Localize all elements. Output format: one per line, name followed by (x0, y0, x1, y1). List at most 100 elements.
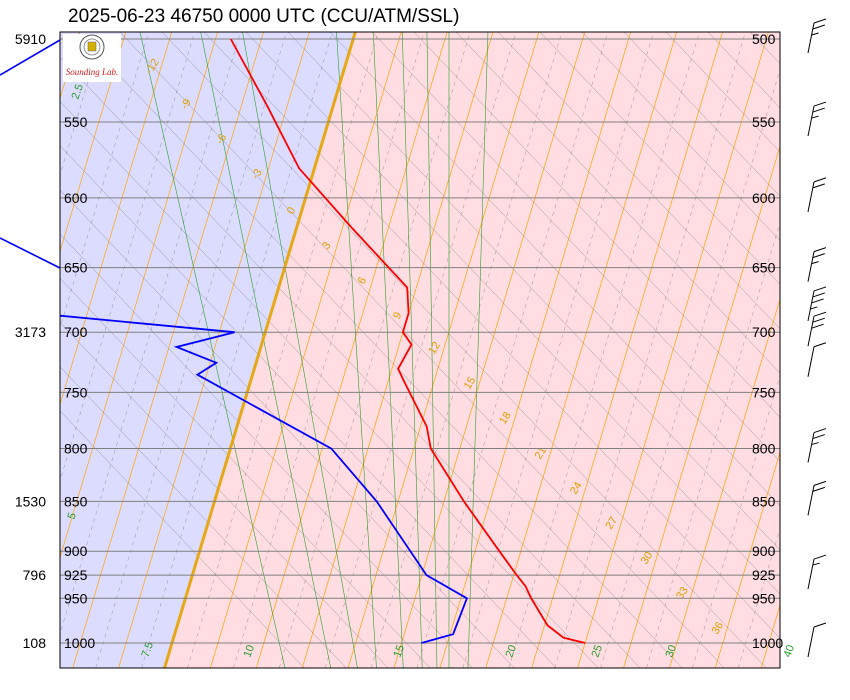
dry-adiabat-line (60, 32, 104, 176)
isotherm-label: 33 (674, 585, 691, 602)
isotherm-label: 9 (391, 310, 404, 322)
wind-barb (807, 480, 827, 516)
isotherm-label: 3 (320, 240, 333, 252)
moist-adiabat-line (77, 32, 683, 668)
pressure-tick-left: 750 (64, 384, 88, 400)
mixing-ratio-labels: 2.557.5 10 15 20 25 30 40 (66, 83, 797, 659)
pressure-tick-right: 500 (752, 31, 776, 47)
dry-adiabat-line (279, 32, 471, 668)
moist-adiabat-line (287, 32, 780, 551)
pressure-tick-right: 900 (752, 543, 776, 559)
height-label: 1530 (15, 493, 46, 509)
isotherm-line (669, 298, 780, 668)
pressure-tick-left: 900 (64, 543, 88, 559)
isotherm-label: 6 (356, 275, 369, 287)
dry-adiabat-line (508, 32, 700, 668)
mixing-ratio-line (372, 32, 404, 668)
moist-adiabat-line (60, 233, 473, 668)
mixing-ratio-line (426, 32, 438, 668)
dry-adiabat-line (462, 32, 654, 668)
dry-adiabat-line (60, 32, 241, 635)
moist-adiabat-line (371, 32, 780, 462)
pressure-tick-left: 700 (64, 324, 88, 340)
pressure-tick-left: 1000 (64, 635, 95, 651)
pressure-tick-right: 950 (752, 590, 776, 606)
mixing-ratio-line (139, 32, 286, 668)
plot-border (59, 31, 781, 669)
isotherm-line (301, 32, 494, 668)
wind-barb (807, 18, 827, 54)
isotherm-line (118, 32, 310, 668)
mixing-ratio-label: 30 (664, 643, 679, 659)
pressure-tick-right: 800 (752, 441, 776, 457)
moist-adiabat-line (119, 32, 725, 668)
isotherm-line (60, 32, 218, 559)
isotherm-label: 36 (710, 620, 727, 637)
isotherm-label: 0 (285, 205, 298, 217)
dewpoint-line-outside-top (0, 39, 61, 76)
dry-adiabat-line (370, 32, 563, 668)
wind-barb (807, 311, 827, 347)
moist-adiabat-line (834, 32, 850, 668)
isotherm-line (577, 32, 769, 668)
wind-barb (807, 177, 827, 212)
dry-adiabat-line (60, 32, 149, 329)
mixing-ratio-label: 7.5 (140, 641, 157, 659)
dewpoint-outside (0, 39, 61, 269)
mixing-ratio-line (336, 32, 377, 668)
mixing-ratio-label: 15 (392, 643, 407, 659)
chart-gridlines (60, 32, 850, 668)
pressure-tick-right: 1000 (752, 635, 783, 651)
wind-barb (807, 428, 827, 463)
moist-adiabat-line (60, 366, 347, 668)
logo: Sounding Lab. (63, 34, 121, 82)
isotherm-label: 30 (639, 550, 656, 567)
mixing-ratio-label: 2.5 (70, 83, 87, 101)
dry-adiabat-line (324, 32, 517, 668)
isotherm-label: 18 (497, 410, 514, 427)
moist-adiabat-line (497, 32, 780, 330)
dry-adiabat-line (141, 32, 333, 668)
isotherm-line (347, 32, 540, 668)
wind-barb (807, 622, 827, 658)
moist-adiabat-line (455, 32, 780, 374)
dry-adiabat-line (60, 32, 195, 482)
mixing-ratio-line (401, 32, 423, 668)
moist-adiabat-line (623, 32, 780, 197)
moist-adiabat-line (203, 32, 780, 639)
mixing-ratio-line (467, 32, 489, 668)
isotherm-line (485, 32, 677, 668)
pressure-tick-left: 800 (64, 441, 88, 457)
moist-adiabat-line (581, 32, 780, 241)
moist-adiabat-line (60, 410, 305, 668)
mixing-ratio-label: 5 (66, 511, 79, 521)
dry-adiabat-line (830, 32, 850, 668)
dry-adiabat-line (600, 68, 780, 668)
dry-adiabat-line (784, 32, 850, 668)
pressure-tick-right: 700 (752, 324, 776, 340)
freezing-isotherm (163, 32, 357, 668)
wind-barb (807, 342, 827, 377)
isotherm-line (255, 32, 448, 668)
pressure-tick-left: 600 (64, 190, 88, 206)
isotherm-label: 12 (426, 340, 443, 357)
pressure-tick-left: 950 (64, 590, 88, 606)
isotherm-line (714, 451, 780, 668)
dewpoint-line (60, 314, 469, 644)
wind-barb (807, 554, 827, 590)
pressure-tick-left: 850 (64, 493, 88, 509)
dry-adiabat-line (416, 32, 608, 668)
isotherm-line (210, 32, 402, 668)
moist-adiabat-line (60, 145, 557, 668)
moist-adiabat-line (60, 189, 515, 668)
pressure-tick-right: 600 (752, 190, 776, 206)
wind-barbs (807, 18, 827, 658)
cold-region (60, 32, 356, 668)
isotherm-line (72, 32, 264, 668)
sounding-profiles (60, 38, 586, 644)
moist-adiabat-line (329, 32, 780, 507)
temperature-line (230, 38, 586, 644)
dewpoint-line-outside (0, 237, 61, 269)
